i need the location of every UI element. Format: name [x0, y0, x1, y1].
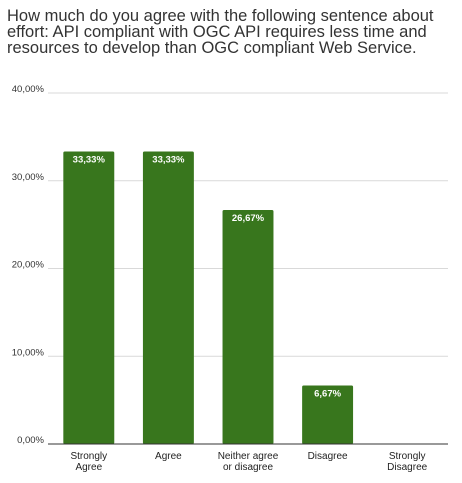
y-tick-label: 40,00%: [12, 84, 45, 95]
x-category-label: Strongly Disagree: [387, 451, 427, 473]
x-axis-category-labels: Strongly Agree Agree Neither agree or disagr…: [70, 451, 427, 473]
y-axis-tick-labels: 0,00% 10,00% 20,00% 30,00% 40,00%: [12, 84, 45, 446]
data-label: 33,33%: [73, 155, 106, 166]
x-category-label: Agree: [155, 451, 182, 462]
x-category-label: Strongly Agree: [70, 451, 107, 473]
data-label: 6,67%: [314, 388, 341, 399]
data-label: 33,33%: [152, 155, 185, 166]
bar: [222, 209, 274, 444]
data-label: 0,00%: [394, 422, 421, 433]
x-category-label: Disagree: [308, 451, 348, 462]
data-labels: 33,33% 33,33% 26,67% 6,67% 0,00%: [73, 155, 422, 433]
y-tick-label: 10,00%: [12, 347, 45, 358]
data-label: 26,67%: [232, 213, 265, 224]
y-tick-label: 0,00%: [17, 435, 44, 446]
y-tick-label: 30,00%: [12, 172, 45, 183]
bars: [63, 151, 354, 445]
bar: [63, 151, 115, 445]
chart-title: How much do you agree with the following…: [7, 7, 434, 57]
y-tick-label: 20,00%: [12, 260, 45, 271]
x-category-label: Neither agree or disagree: [218, 451, 279, 473]
bar: [142, 151, 194, 445]
bar: [302, 385, 354, 444]
